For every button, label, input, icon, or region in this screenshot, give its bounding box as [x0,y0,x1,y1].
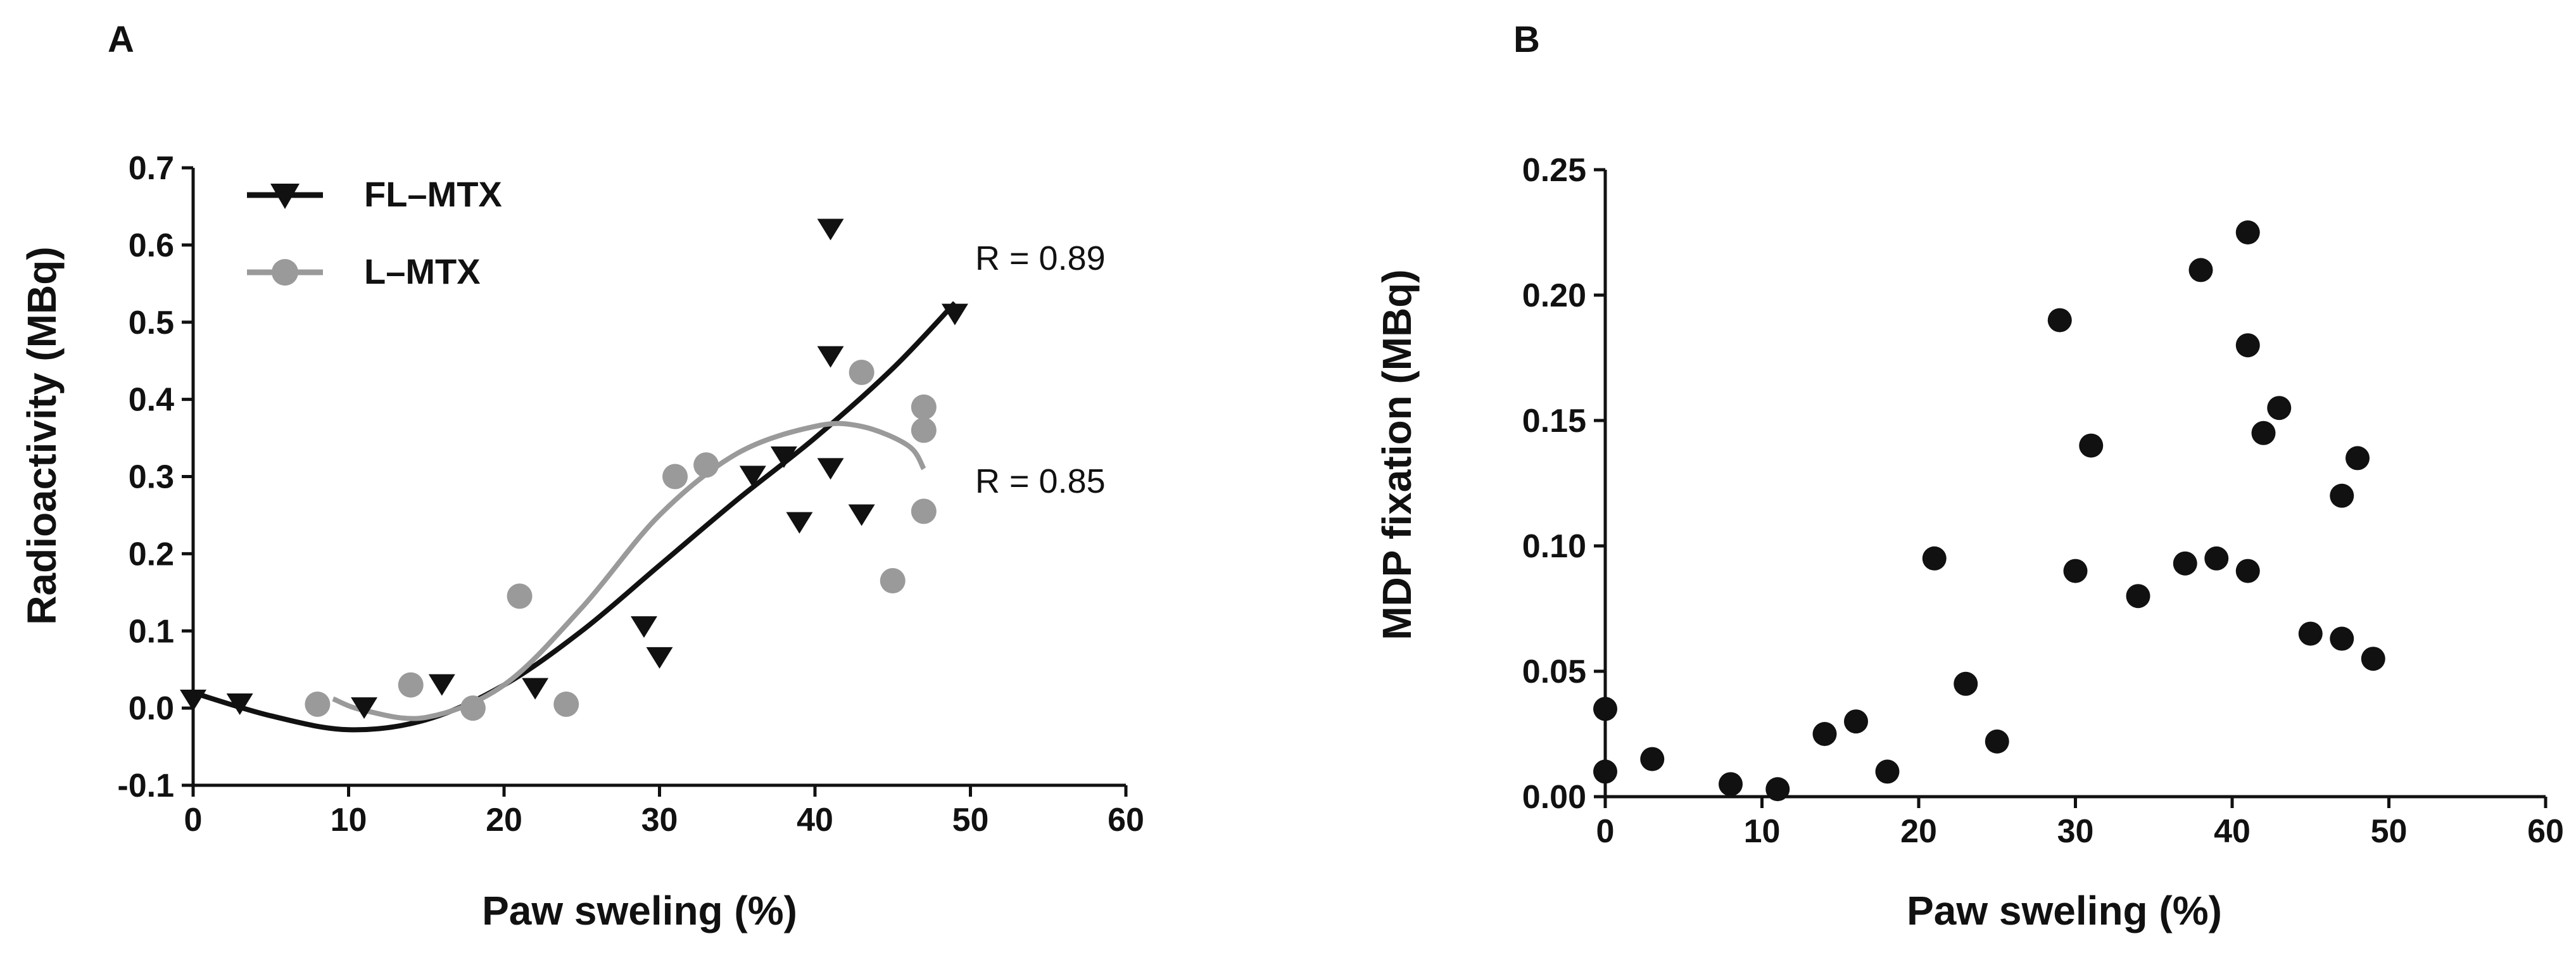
data-point-l-mtx [911,394,937,420]
data-point-mdp [1719,772,1743,797]
data-point-fl-mtx [770,446,797,469]
x-tick-label: 50 [952,802,989,838]
data-point-fl-mtx [817,218,844,241]
x-tick-label: 40 [2214,813,2251,850]
x-tick-label: 40 [797,802,833,838]
data-point-mdp [2330,626,2354,651]
data-point-mdp [2298,621,2323,646]
data-point-mdp [1640,747,1665,771]
x-tick-label: 10 [1744,813,1781,850]
x-tick-label: 60 [2527,813,2564,850]
r-annotation-fl-mtx: R = 0.89 [975,239,1106,277]
data-point-fl-mtx [351,697,378,719]
r-annotation-l-mtx: R = 0.85 [975,462,1106,500]
data-point-mdp [2235,220,2260,244]
data-point-mdp [2330,483,2354,508]
x-tick-label: 30 [641,802,678,838]
data-point-fl-mtx [646,647,673,669]
data-point-mdp [1844,709,1868,734]
y-tick-label: 0.2 [129,536,174,572]
data-point-fl-mtx [817,458,844,480]
data-point-mdp [2346,446,2370,471]
circle-icon [272,259,298,286]
data-point-mdp [2063,559,2088,583]
data-point-mdp [2188,258,2213,282]
data-point-mdp [2235,559,2260,583]
y-tick-label: 0.00 [1522,779,1586,816]
data-point-mdp [1922,546,1947,571]
data-point-fl-mtx [848,504,875,526]
y-tick-label: 0.7 [129,150,174,187]
data-point-mdp [2047,308,2072,332]
data-point-l-mtx [553,692,579,718]
data-point-l-mtx [880,568,906,594]
data-point-fl-mtx [428,674,455,696]
x-tick-label: 0 [1596,813,1615,850]
panel-label-a: A [108,19,134,60]
y-tick-label: 0.5 [129,305,174,341]
data-point-mdp [2361,647,2385,671]
panel-label-b: B [1513,19,1540,60]
data-point-l-mtx [849,359,874,385]
data-point-mdp [2251,421,2276,445]
x-axis-label-a: Paw sweling (%) [482,888,797,933]
x-tick-label: 20 [486,802,522,838]
data-point-mdp [1812,722,1837,746]
data-point-l-mtx [398,672,424,698]
data-point-fl-mtx [226,693,253,716]
triangle-down-icon [270,184,300,209]
y-tick-label: 0.4 [129,382,174,419]
data-point-mdp [1985,729,2009,754]
chart-panel-a: A 0 10 20 30 40 50 60 -0.1 0.0 0.1 0.2 0.3 0.4 0.5 0.6… [19,19,1144,933]
legend-label-fl-mtx: FL–MTX [364,174,502,214]
data-point-mdp [2079,433,2104,458]
data-point-l-mtx [507,583,533,609]
data-point-mdp [1954,671,1978,696]
data-point-fl-mtx [786,512,813,534]
data-point-l-mtx [911,498,937,524]
x-tick-label: 50 [2371,813,2408,850]
y-tick-label: -0.1 [117,768,174,804]
data-point-mdp [2126,584,2150,609]
fit-curve-fl-mtx [192,301,957,733]
data-point-l-mtx [460,695,486,721]
y-tick-label: 0.10 [1522,528,1586,565]
chart-panel-b: B 0 10 20 30 40 50 600.000.050.100.150.200.25 … [1374,19,2564,933]
x-tick-label: 30 [2057,813,2094,850]
x-tick-label: 20 [1900,813,1937,850]
y-tick-label: 0.05 [1522,654,1586,690]
x-tick-label: 0 [184,802,203,838]
data-point-fl-mtx [941,303,968,326]
y-tick-label: 0.15 [1522,403,1586,440]
y-tick-label: 0.0 [129,690,174,727]
fit-curve-l-mtx [332,421,926,721]
data-point-fl-mtx [739,465,766,488]
data-point-fl-mtx [522,678,549,700]
y-axis-label-b: MDP fixation (MBq) [1374,269,1420,640]
legend-label-l-mtx: L–MTX [364,251,481,291]
x-axis-label-b: Paw sweling (%) [1907,888,2222,933]
y-tick-label: 0.20 [1522,277,1586,314]
y-tick-label: 0.3 [129,459,174,496]
data-point-mdp [2204,546,2229,571]
x-tick-label: 10 [331,802,367,838]
y-axis-label-a: Radioactivity (MBq) [19,246,65,624]
data-point-fl-mtx [817,346,844,368]
data-point-l-mtx [662,464,688,490]
data-point-mdp [1875,759,1900,784]
y-tick-label: 0.25 [1522,152,1586,189]
x-tick-label: 60 [1108,802,1144,838]
y-tick-label: 0.1 [129,613,174,650]
data-point-fl-mtx [630,616,657,638]
data-point-l-mtx [911,417,937,443]
data-point-mdp [2235,333,2260,358]
data-point-l-mtx [693,452,719,478]
y-tick-label: 0.6 [129,227,174,264]
legend-a: FL–MTX L–MTX [247,174,502,291]
data-point-mdp [2173,551,2197,576]
data-point-mdp [2267,396,2292,421]
data-point-l-mtx [305,692,331,718]
